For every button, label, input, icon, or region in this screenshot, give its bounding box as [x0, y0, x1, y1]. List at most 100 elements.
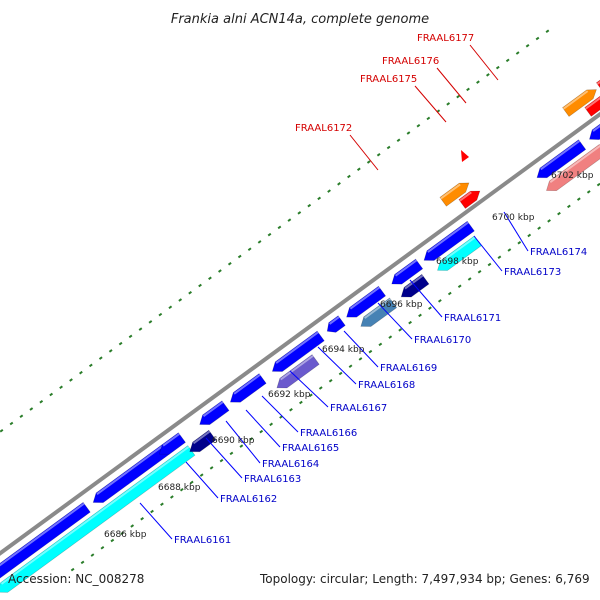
- outer-tick-dot: [307, 203, 312, 208]
- reverse-gene-segment[interactable]: [269, 330, 325, 376]
- inner-tick-dot: [378, 342, 383, 347]
- gene-label-fraal6161[interactable]: FRAAL6161: [174, 535, 231, 546]
- reverse-gene-segment[interactable]: [343, 285, 387, 322]
- outer-tick-dot: [29, 407, 34, 411]
- inner-tick-dot: [428, 306, 432, 310]
- outer-tick-dot: [178, 298, 183, 302]
- inner-tick-dot: [269, 422, 274, 427]
- forward-gene-fraal6172[interactable]: [439, 178, 472, 207]
- outer-tick-dot: [227, 261, 232, 266]
- outer-tick-dot: [366, 160, 371, 164]
- inner-tick-dot: [477, 270, 482, 274]
- leader-line: [473, 235, 503, 272]
- outer-tick-dot: [188, 291, 192, 295]
- forward-gene-fraal6176[interactable]: [562, 85, 600, 117]
- reverse-gene-fraal6173[interactable]: [543, 143, 600, 195]
- leader-line: [245, 409, 281, 448]
- inner-tick-dot: [120, 531, 125, 536]
- forward-gene-fraal6177[interactable]: [595, 54, 600, 93]
- gene-label-fraal6167[interactable]: FRAAL6167: [330, 403, 387, 414]
- outer-tick-dot: [406, 131, 411, 135]
- gene-label-fraal6166[interactable]: FRAAL6166: [300, 428, 357, 439]
- gene-label-fraal6162[interactable]: FRAAL6162: [220, 494, 277, 505]
- gene-label-fraal6177[interactable]: FRAAL6177: [417, 33, 474, 44]
- outer-tick-dot: [237, 254, 242, 259]
- inner-tick-dot: [328, 378, 333, 383]
- gene-label-fraal6165[interactable]: FRAAL6165: [282, 443, 339, 454]
- inner-tick-dot: [199, 473, 204, 477]
- inner-tick-dot: [447, 291, 452, 296]
- inner-tick-dot: [408, 320, 412, 325]
- reverse-gene-fraal6174[interactable]: [533, 139, 587, 183]
- inner-tick-dot: [249, 437, 254, 441]
- inner-tick-dot: [80, 560, 85, 565]
- reverse-gene-fraal6167[interactable]: [227, 373, 267, 407]
- outer-tick-dot: [535, 36, 540, 41]
- leader-line: [414, 85, 447, 123]
- reverse-gene-segment[interactable]: [586, 121, 600, 144]
- reverse-gene-segment[interactable]: [388, 258, 424, 289]
- outer-tick-dot: [337, 182, 341, 186]
- inner-tick-dot: [576, 197, 581, 201]
- tick-labels-layer: 6686 kbp 6688 kbp 6690 kbp 6692 kbp 6694 kbp…: [104, 171, 594, 540]
- outer-tick-dot: [168, 305, 173, 310]
- reverse-gene-segment[interactable]: [324, 315, 346, 336]
- forward-gene-fraal6175[interactable]: [458, 187, 483, 209]
- outer-tick-dot: [347, 174, 351, 179]
- outer-tick-dot: [69, 378, 73, 382]
- inner-tick-dot: [160, 502, 164, 506]
- outer-tick-dot: [39, 399, 44, 404]
- outer-tick-dot: [376, 153, 381, 157]
- gene-label-fraal6173[interactable]: FRAAL6173: [504, 267, 561, 278]
- inner-tick-dot: [567, 204, 571, 209]
- leader-line: [469, 44, 499, 81]
- outer-tick-dot: [456, 94, 460, 99]
- reverse-gene-fraal6166[interactable]: [196, 400, 230, 430]
- inner-tick-dot: [299, 400, 303, 405]
- reverse-gene-fraal6161[interactable]: [0, 445, 196, 597]
- outer-tick-dot: [426, 116, 431, 121]
- map-title: Frankia alni ACN14a, complete genome: [171, 12, 429, 27]
- reverse-gene-fraal6165[interactable]: [156, 432, 186, 459]
- reverse-gene-fraal6168[interactable]: [273, 354, 320, 393]
- leader-line: [377, 302, 413, 340]
- leader-line: [317, 346, 357, 385]
- inner-tick-dot: [497, 255, 502, 259]
- outer-tick-dot: [128, 334, 133, 339]
- gene-label-fraal6169[interactable]: FRAAL6169: [380, 363, 437, 374]
- tick-label: 6702 kbp: [551, 171, 594, 181]
- outer-tick-dot: [148, 320, 153, 324]
- gene-label-fraal6176[interactable]: FRAAL6176: [382, 56, 439, 67]
- gene-label-fraal6168[interactable]: FRAAL6168: [358, 380, 415, 391]
- outer-tick-dot: [118, 341, 123, 346]
- outer-tick-dot: [476, 80, 480, 84]
- outer-tick-dot: [257, 240, 262, 244]
- gene-label-fraal6172[interactable]: FRAAL6172: [295, 123, 352, 134]
- reverse-gene-fraal6162[interactable]: [0, 501, 91, 584]
- reverse-gene-segment[interactable]: [420, 220, 475, 265]
- inner-tick-dot: [219, 458, 224, 463]
- inner-tick-dot: [140, 516, 144, 521]
- tick-label: 6698 kbp: [436, 257, 479, 267]
- outer-tick-dot: [446, 102, 451, 106]
- gene-label-fraal6175[interactable]: FRAAL6175: [360, 74, 417, 85]
- outer-tick-dot: [515, 51, 520, 55]
- gene-label-fraal6170[interactable]: FRAAL6170: [414, 335, 471, 346]
- outer-tick-dot: [396, 138, 401, 142]
- reverse-gene-fraal6169[interactable]: [357, 297, 398, 331]
- inner-tick-dot: [418, 313, 422, 318]
- tick-label: 6700 kbp: [492, 213, 535, 223]
- inner-tick-dot: [348, 364, 353, 368]
- gene-label-fraal6171[interactable]: FRAAL6171: [444, 313, 501, 324]
- reverse-gene-fraal6164[interactable]: [186, 429, 217, 456]
- gene-label-fraal6163[interactable]: FRAAL6163: [244, 474, 301, 485]
- inner-tick-dot: [467, 277, 472, 281]
- inner-tick-dot: [487, 262, 492, 267]
- gene-label-fraal6174[interactable]: FRAAL6174: [530, 247, 587, 258]
- leader-line: [503, 211, 529, 252]
- gene-label-fraal6164[interactable]: FRAAL6164: [262, 459, 319, 470]
